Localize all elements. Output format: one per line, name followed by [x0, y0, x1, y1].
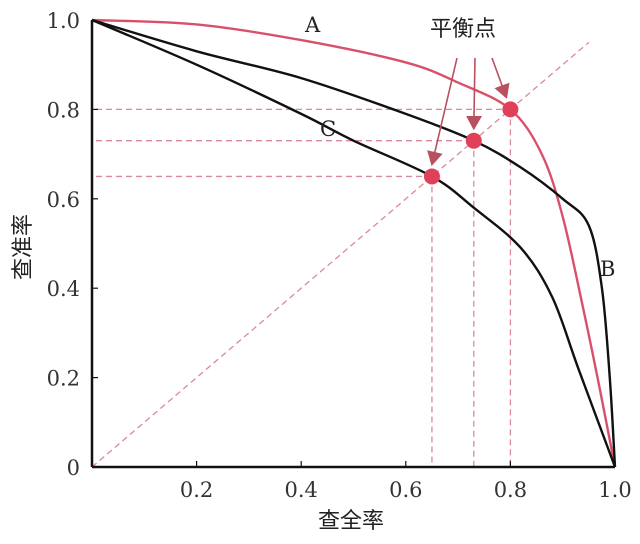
- x-axis-label: 查全率: [318, 509, 384, 534]
- y-tick-label: 0.8: [47, 98, 80, 122]
- curve-label-c: C: [320, 117, 336, 141]
- x-tick-label: 0.2: [180, 478, 213, 502]
- curve-c: [91, 18, 617, 468]
- y-axis-label: 查准率: [11, 214, 36, 280]
- y-tick-label: 0: [67, 456, 80, 480]
- balance-point: [423, 168, 440, 185]
- x-tick-label: 0.6: [389, 478, 422, 502]
- x-tick-label: 1.0: [598, 478, 631, 502]
- balance-arrow: [466, 57, 483, 131]
- y-tick-label: 1.0: [47, 9, 80, 33]
- curve-label-a: A: [304, 13, 321, 37]
- x-tick-label: 0.8: [494, 478, 527, 502]
- balance-point: [465, 132, 482, 149]
- balance-arrow: [491, 57, 510, 99]
- y-tick-label: 0.4: [47, 277, 80, 301]
- balance-point: [502, 101, 519, 118]
- x-tick-label: 0.4: [284, 478, 317, 502]
- annotation-balance-point: 平衡点: [430, 17, 496, 42]
- balance-arrow: [427, 57, 458, 167]
- curve-b: [91, 18, 617, 468]
- y-tick-label: 0.2: [47, 367, 80, 391]
- y-tick-label: 0.6: [47, 188, 80, 212]
- curve-label-b: B: [600, 257, 615, 281]
